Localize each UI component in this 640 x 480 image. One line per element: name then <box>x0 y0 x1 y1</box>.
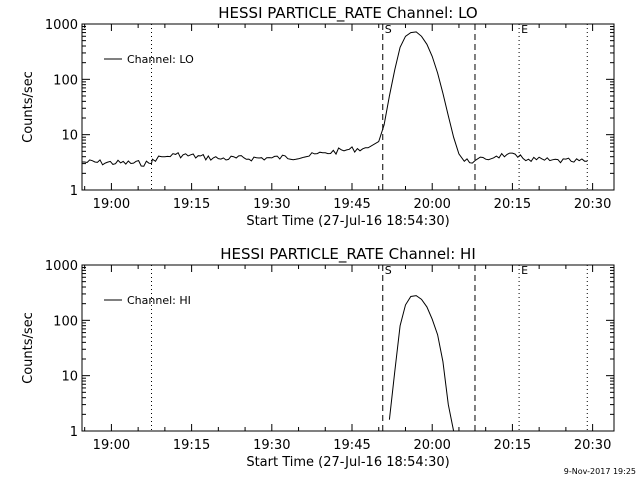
chart1-x-tick-label: 20:00 <box>413 438 450 453</box>
chart0-x-tick-label: 19:15 <box>173 197 210 212</box>
chart0-x-tick-label: 20:15 <box>494 197 531 212</box>
chart1-x-tick-label: 19:15 <box>173 438 210 453</box>
chart1-marker-label-S: S <box>385 264 392 277</box>
chart1-plot-frame <box>81 264 615 432</box>
chart0-y-tick-label: 1000 <box>45 18 78 33</box>
panel-lo: HESSI PARTICLE_RATE Channel: LO 19:00 19:1… <box>21 4 615 229</box>
chart1-x-tick-label: 20:30 <box>574 438 611 453</box>
chart1-x-tick-label: 19:45 <box>333 438 370 453</box>
chart0-y-tick-label: 10 <box>61 129 78 144</box>
chart0-title: HESSI PARTICLE_RATE Channel: LO <box>218 4 477 23</box>
chart0-y-tick-label: 1 <box>70 184 78 199</box>
chart0-marker-label-E: E <box>521 23 528 36</box>
chart1-x-tick-label: 20:15 <box>494 438 531 453</box>
chart1-x-tick-label: 19:30 <box>253 438 290 453</box>
chart1-marker-label-E: E <box>521 264 528 277</box>
chart1-legend-label: Channel: HI <box>127 294 191 307</box>
chart0-y-tick-label: 100 <box>53 73 78 88</box>
chart0-legend-label: Channel: LO <box>127 53 194 66</box>
chart1-series-line <box>388 295 455 431</box>
chart0-series-line <box>82 31 588 167</box>
chart0-x-tick-label: 19:00 <box>93 197 130 212</box>
chart1-title: HESSI PARTICLE_RATE Channel: HI <box>220 245 476 264</box>
chart0-marker-label-S: S <box>385 23 392 36</box>
chart1-y-tick-label: 10 <box>61 370 78 385</box>
chart0-plot-frame <box>81 23 615 191</box>
chart0-x-tick-label: 20:30 <box>574 197 611 212</box>
footer-timestamp: 9-Nov-2017 19:25 <box>564 467 636 476</box>
panel-hi: HESSI PARTICLE_RATE Channel: HI 19:00 19:1… <box>21 245 615 470</box>
chart1-y-tick-label: 1 <box>70 425 78 440</box>
chart0-x-tick-label: 19:45 <box>333 197 370 212</box>
chart1-y-axis-label: Counts/sec <box>21 312 36 384</box>
chart1-x-tick-label: 19:00 <box>93 438 130 453</box>
chart0-x-axis-label: Start Time (27-Jul-16 18:54:30) <box>246 214 449 229</box>
chart0-y-axis-label: Counts/sec <box>21 71 36 143</box>
chart0-x-tick-label: 19:30 <box>253 197 290 212</box>
chart1-y-tick-label: 1000 <box>45 259 78 274</box>
chart1-y-tick-label: 100 <box>53 314 78 329</box>
chart1-x-axis-label: Start Time (27-Jul-16 18:54:30) <box>246 455 449 470</box>
chart0-x-tick-label: 20:00 <box>413 197 450 212</box>
